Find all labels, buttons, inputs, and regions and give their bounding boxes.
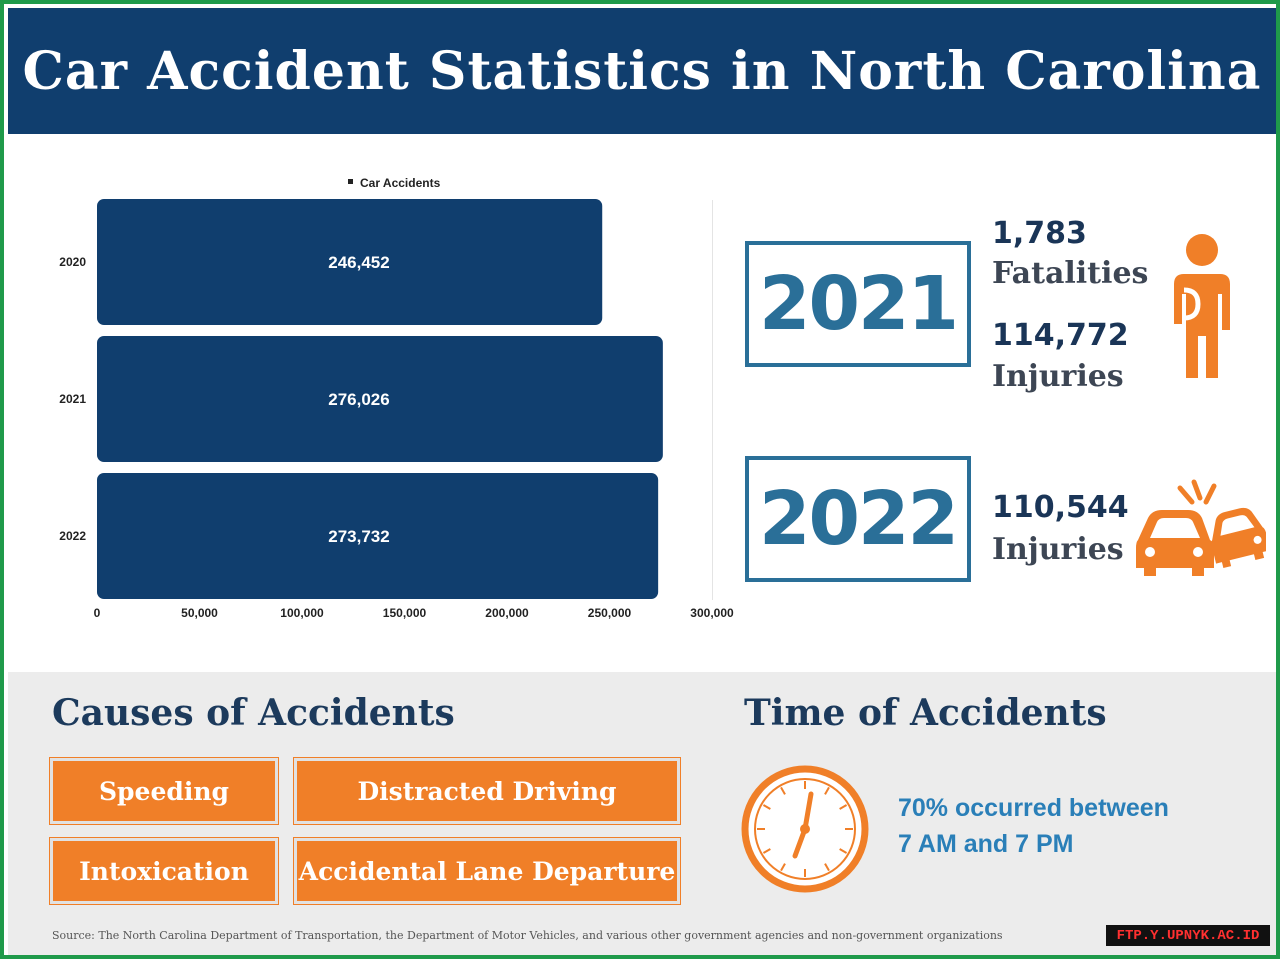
clock-tick [824,863,830,872]
x-tick-label: 50,000 [181,606,218,620]
cause-speeding: Speeding [50,758,278,824]
y-axis-ticks: 2020 2021 2022 [59,255,86,543]
y-tick-label: 2022 [59,529,86,543]
header-banner: Car Accident Statistics in North Carolin… [8,8,1276,134]
page-title: Car Accident Statistics in North Carolin… [22,40,1262,102]
bar-2022 [97,473,659,599]
time-title: Time of Accidents [744,692,1107,734]
injuries-2022-label: Injuries [992,532,1124,567]
section-divider [712,200,713,600]
x-tick-label: 150,000 [383,606,427,620]
fatalities-2021-label: Fatalities [992,256,1149,291]
bar-value-label: 276,026 [328,390,389,409]
fatalities-2021-value: 1,783 [992,216,1087,251]
x-tick-label: 100,000 [280,606,324,620]
cause-lane-departure: Accidental Lane Departure [294,838,680,904]
bars-group: 246,452 276,026 273,732 [97,199,663,599]
time-description: 70% occurred between 7 AM and 7 PM [898,790,1218,862]
x-tick-label: 0 [94,606,101,620]
time-line-1: 70% occurred between [898,794,1169,822]
y-tick-label: 2021 [59,392,86,406]
injuries-2022-value: 110,544 [992,490,1129,525]
clock-icon [741,765,869,893]
causes-title: Causes of Accidents [52,692,455,734]
x-tick-label: 250,000 [588,606,632,620]
clock-tick [780,863,786,872]
year-2021-box: 2021 [745,241,971,367]
x-tick-label: 200,000 [485,606,529,620]
clock-tick [824,786,830,795]
clock-tick [762,804,771,810]
clock-tick [839,848,848,854]
injuries-2021-value: 114,772 [992,318,1129,353]
cause-intoxication: Intoxication [50,838,278,904]
car-crash-icon [1136,479,1266,576]
clock-tick [839,804,848,810]
bar-value-label: 273,732 [328,527,389,546]
bar-value-label: 246,452 [328,253,389,272]
injuries-2021-label: Injuries [992,359,1124,394]
clock-tick [780,786,786,795]
bottom-section: Causes of Accidents Speeding Distracted … [8,672,1276,955]
chart-legend: Car Accidents [348,176,441,190]
clock-tick [762,848,771,854]
time-line-2: 7 AM and 7 PM [898,830,1074,858]
accidents-bar-chart: Car Accidents 246,452 276,026 273,732 2020… [59,176,734,620]
legend-marker [348,179,353,184]
legend-label: Car Accidents [360,176,441,190]
bar-2021 [97,336,663,462]
x-axis-ticks: 0 50,000 100,000 150,000 200,000 250,000 300,0… [94,606,734,620]
source-note: Source: The North Carolina Department of… [52,929,1003,942]
bar-2020 [97,199,603,325]
cause-distracted-driving: Distracted Driving [294,758,680,824]
y-tick-label: 2020 [59,255,86,269]
watermark-badge: FTP.Y.UPNYK.AC.ID [1106,925,1270,946]
x-tick-label: 300,000 [690,606,734,620]
year-2022-box: 2022 [745,456,971,582]
injured-person-icon [1174,234,1230,378]
